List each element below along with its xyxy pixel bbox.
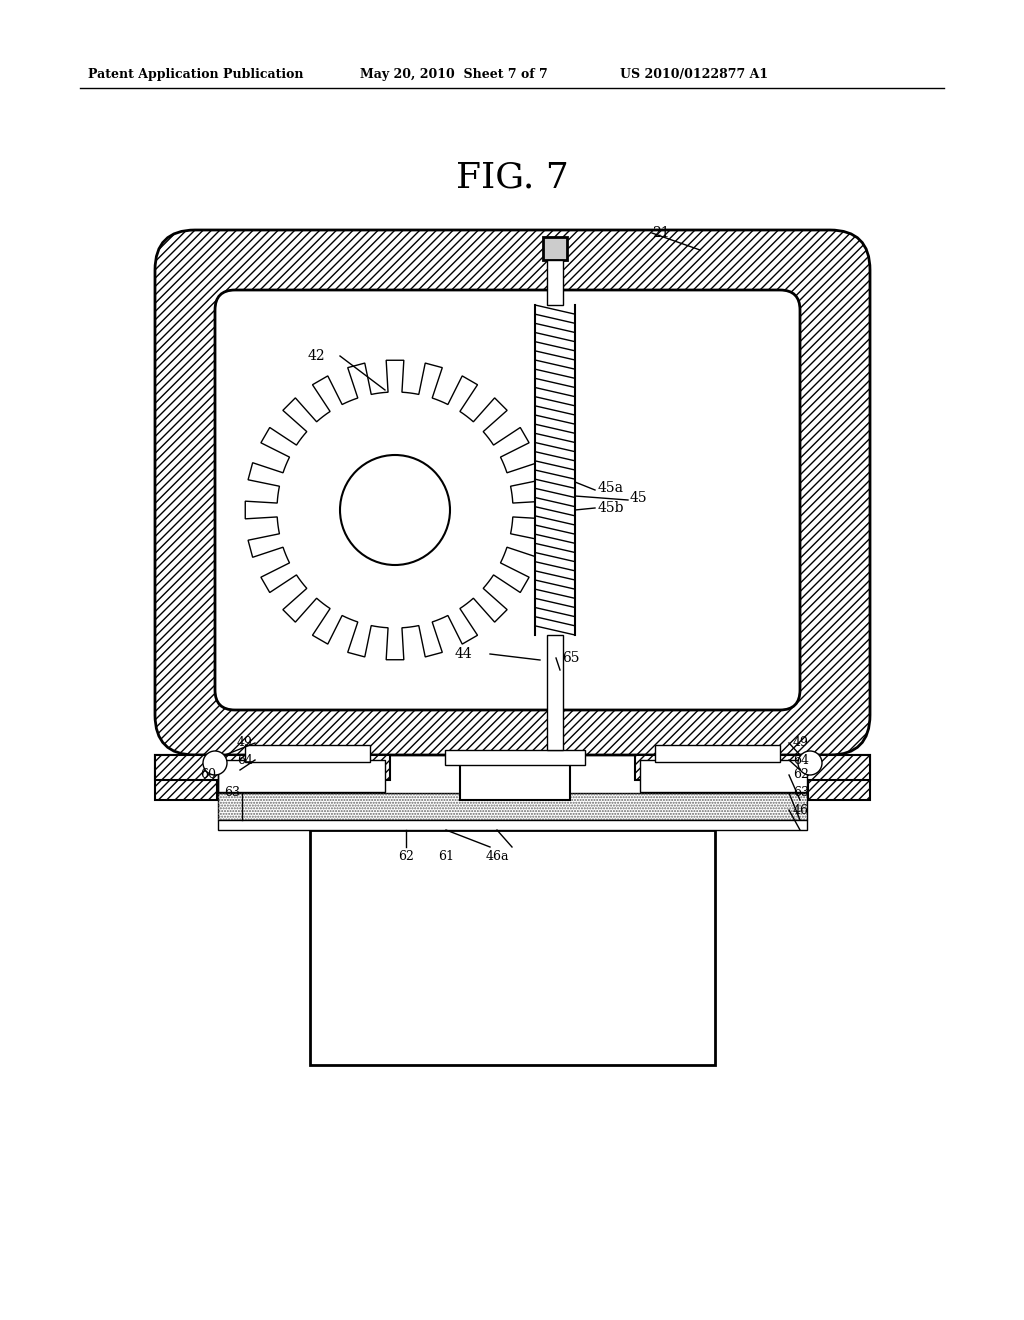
Text: US 2010/0122877 A1: US 2010/0122877 A1 xyxy=(620,69,768,81)
Bar xyxy=(535,305,575,635)
Text: 45a: 45a xyxy=(598,480,624,495)
Text: May 20, 2010  Sheet 7 of 7: May 20, 2010 Sheet 7 of 7 xyxy=(360,69,548,81)
Bar xyxy=(808,755,870,800)
Bar xyxy=(218,793,807,820)
Text: 65: 65 xyxy=(562,651,580,665)
Bar xyxy=(218,820,807,830)
Polygon shape xyxy=(246,360,545,660)
Text: 42: 42 xyxy=(308,348,326,363)
Text: 49: 49 xyxy=(237,737,253,750)
Circle shape xyxy=(203,751,227,775)
Text: 60: 60 xyxy=(200,768,216,781)
Bar xyxy=(155,755,390,780)
Text: 61: 61 xyxy=(438,850,454,863)
Text: 45: 45 xyxy=(630,491,647,506)
Bar xyxy=(445,750,585,766)
Bar xyxy=(245,744,370,762)
Bar xyxy=(635,755,870,780)
FancyBboxPatch shape xyxy=(155,230,870,755)
Text: FIG. 7: FIG. 7 xyxy=(456,160,568,194)
Text: 46a: 46a xyxy=(485,850,509,863)
Bar xyxy=(218,793,807,820)
Bar xyxy=(655,744,780,762)
Bar xyxy=(547,635,563,750)
Text: 62: 62 xyxy=(793,768,809,781)
Bar xyxy=(155,755,390,780)
Text: 49: 49 xyxy=(793,737,809,750)
Circle shape xyxy=(340,455,450,565)
Text: 64: 64 xyxy=(793,754,809,767)
FancyBboxPatch shape xyxy=(215,290,800,710)
Text: 63: 63 xyxy=(224,787,240,800)
Bar xyxy=(310,830,715,1065)
Bar xyxy=(460,762,570,800)
Text: 46: 46 xyxy=(793,804,809,817)
Text: 44: 44 xyxy=(455,647,473,661)
Bar xyxy=(155,755,217,800)
Bar xyxy=(808,755,870,800)
Text: 62: 62 xyxy=(398,850,414,863)
Bar xyxy=(635,755,870,780)
Text: Patent Application Publication: Patent Application Publication xyxy=(88,69,303,81)
Text: 21: 21 xyxy=(652,226,670,240)
Bar xyxy=(218,760,385,792)
Bar xyxy=(547,260,563,305)
Text: 64: 64 xyxy=(237,754,253,767)
Circle shape xyxy=(798,751,822,775)
Text: 63: 63 xyxy=(793,787,809,800)
Bar xyxy=(543,238,567,260)
Bar xyxy=(640,760,807,792)
Text: 45b: 45b xyxy=(598,502,625,515)
Bar xyxy=(155,755,217,800)
